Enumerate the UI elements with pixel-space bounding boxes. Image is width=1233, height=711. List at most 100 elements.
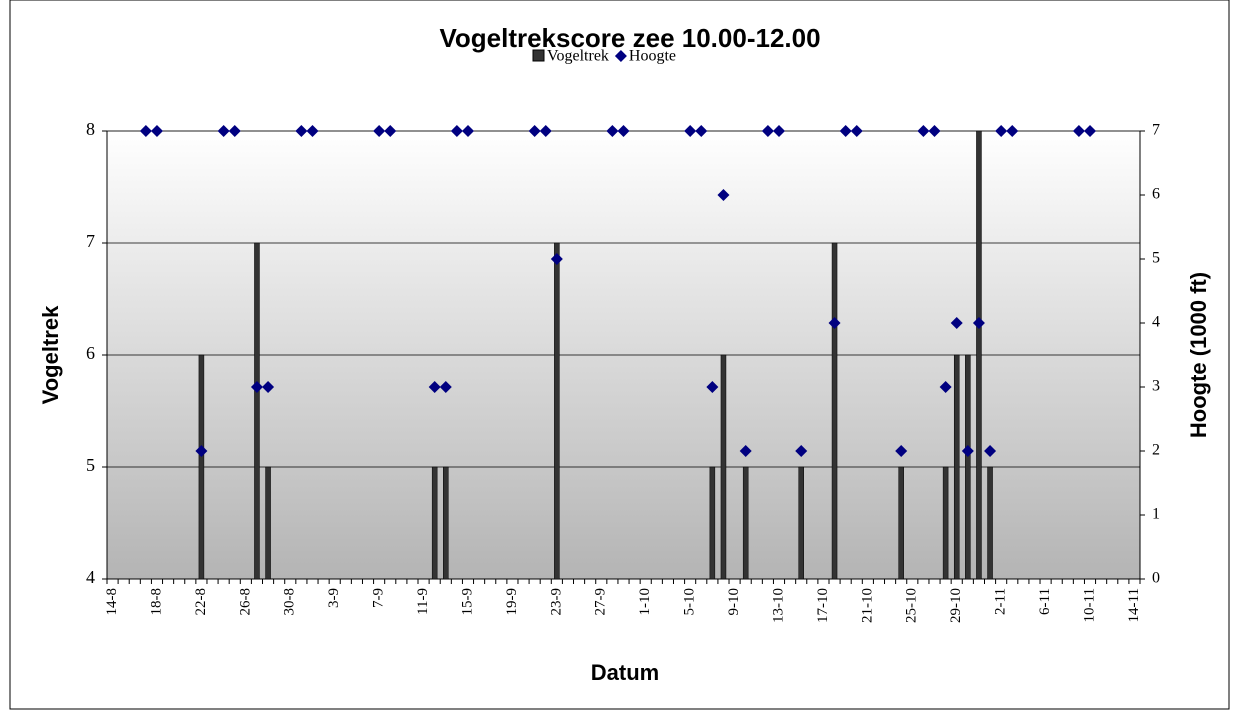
marker: [995, 125, 1008, 137]
marker: [262, 381, 275, 393]
marker: [773, 125, 786, 137]
marker: [606, 125, 619, 137]
x-tick-label: 25-10: [904, 588, 920, 623]
marker: [373, 125, 386, 137]
y2-tick-label: 3: [1152, 378, 1160, 395]
y2-axis-label: Hoogte (1000 ft): [1186, 272, 1211, 438]
marker: [150, 125, 163, 137]
marker: [695, 125, 708, 137]
x-tick-label: 1-10: [637, 588, 653, 616]
x-tick-label: 29-10: [948, 588, 964, 623]
marker: [895, 445, 908, 457]
marker: [828, 317, 841, 329]
bar: [976, 130, 982, 580]
marker: [761, 125, 774, 137]
legend-swatch: [614, 50, 627, 62]
bar: [431, 466, 438, 580]
x-tick-label: 14-8: [104, 588, 120, 616]
marker: [439, 381, 452, 393]
marker: [217, 125, 230, 137]
y2-tick-label: 7: [1152, 122, 1160, 139]
bar: [554, 242, 560, 580]
marker: [428, 381, 441, 393]
legend-label: Hoogte: [629, 48, 676, 65]
marker: [739, 445, 752, 457]
chart-title: Vogeltrekscore zee 10.00-12.00: [439, 23, 820, 53]
x-tick-label: 13-10: [770, 588, 786, 623]
x-tick-label: 7-9: [371, 588, 387, 608]
bar: [254, 242, 260, 580]
x-tick-label: 2-11: [993, 588, 1009, 615]
x-tick-label: 23-9: [548, 588, 564, 616]
legend-swatch: [532, 49, 545, 62]
x-tick-label: 9-10: [726, 588, 742, 616]
marker: [706, 381, 719, 393]
marker: [228, 125, 241, 137]
x-tick-label: 6-11: [1037, 588, 1053, 615]
y-axis-label: Vogeltrek: [38, 305, 63, 404]
y2-tick-label: 6: [1152, 186, 1160, 203]
marker: [250, 381, 263, 393]
marker: [795, 445, 808, 457]
x-tick-label: 10-11: [1081, 588, 1097, 622]
marker: [972, 317, 985, 329]
x-tick-label: 21-10: [859, 588, 875, 623]
marker: [1072, 125, 1085, 137]
x-tick-label: 19-9: [504, 588, 520, 616]
y2-tick-label: 1: [1152, 506, 1160, 523]
bar: [709, 466, 716, 580]
legend: Vogeltrek Hoogte: [532, 48, 676, 65]
bar: [265, 466, 271, 580]
bar: [953, 354, 960, 580]
bar: [798, 466, 804, 580]
x-tick-label: 11-9: [415, 588, 431, 615]
marker: [917, 125, 930, 137]
bar: [942, 466, 949, 580]
x-tick-label: 22-8: [193, 588, 209, 616]
y-tick-label: 5: [86, 455, 95, 475]
marker: [684, 125, 697, 137]
marker: [195, 445, 208, 457]
marker: [839, 125, 852, 137]
marker: [295, 125, 308, 137]
marker: [928, 125, 941, 137]
bar: [987, 466, 993, 580]
marker: [939, 381, 952, 393]
x-axis-label: Datum: [591, 660, 659, 685]
marker: [1084, 125, 1097, 137]
marker: [961, 445, 974, 457]
y-tick-label: 7: [86, 231, 95, 251]
x-tick-label: 3-9: [326, 588, 342, 608]
bar: [965, 354, 971, 580]
y2-tick-label: 4: [1152, 314, 1160, 331]
marker: [306, 125, 319, 137]
bar: [898, 466, 904, 580]
marker: [550, 253, 563, 265]
bar: [831, 242, 838, 580]
bar: [198, 354, 205, 580]
y-tick-label: 8: [86, 119, 95, 139]
y-tick-label: 4: [86, 567, 95, 587]
bar: [720, 354, 727, 580]
y2-tick-label: 0: [1152, 570, 1160, 587]
marker: [617, 125, 630, 137]
y2-tick-label: 5: [1152, 250, 1160, 267]
marker: [384, 125, 397, 137]
x-tick-label: 18-8: [148, 588, 164, 616]
bar: [742, 466, 749, 580]
bar: [443, 466, 449, 580]
marker: [450, 125, 463, 137]
x-tick-label: 5-10: [682, 588, 698, 616]
x-tick-label: 14-11: [1126, 588, 1142, 622]
marker: [1006, 125, 1019, 137]
marker: [461, 125, 474, 137]
y-tick-label: 6: [86, 343, 95, 363]
x-tick-label: 15-9: [459, 588, 475, 616]
legend-label: Vogeltrek: [547, 48, 609, 65]
x-tick-label: 27-9: [593, 588, 609, 616]
y2-tick-label: 2: [1152, 442, 1160, 459]
marker: [850, 125, 863, 137]
marker: [950, 317, 963, 329]
marker: [984, 445, 997, 457]
